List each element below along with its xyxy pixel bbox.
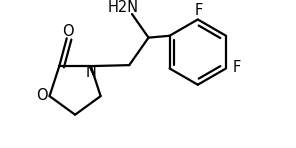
Text: O: O [62,24,73,39]
Text: N: N [86,65,96,80]
Text: F: F [232,60,241,75]
Text: H2N: H2N [108,0,139,15]
Text: F: F [194,3,203,18]
Text: O: O [36,88,48,103]
